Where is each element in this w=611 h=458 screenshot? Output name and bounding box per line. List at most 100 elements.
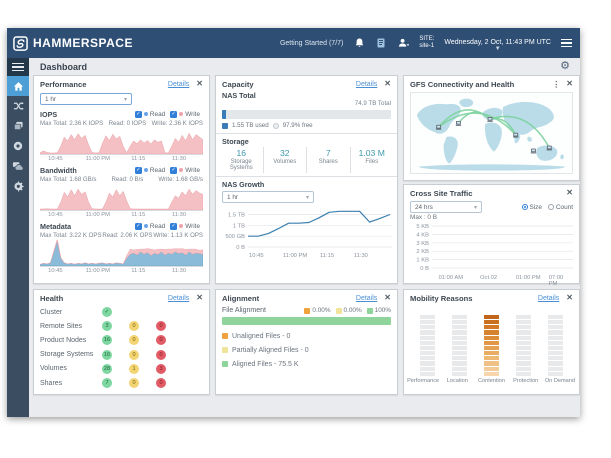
panel-title: Capacity (222, 79, 254, 89)
read-checkbox[interactable]: ✓ (134, 110, 142, 118)
svg-text:1 KB: 1 KB (416, 258, 429, 264)
close-icon[interactable]: ✕ (566, 293, 573, 302)
details-link[interactable]: Details (537, 294, 560, 302)
close-icon[interactable]: ✕ (566, 79, 573, 88)
site-marker-icon[interactable] (512, 132, 519, 138)
site-marker-icon[interactable] (435, 124, 442, 130)
svg-text:5 KB: 5 KB (416, 224, 429, 230)
health-row-label: Remote Sites (40, 322, 83, 330)
close-icon[interactable]: ✕ (566, 188, 573, 197)
disc-icon (13, 141, 23, 151)
user-menu-icon[interactable] (397, 37, 409, 49)
topbar-menu-icon[interactable] (561, 38, 572, 48)
mobility-segment (547, 314, 563, 319)
health-row-label: Cluster (40, 308, 63, 316)
mobility-category-label: On Demand (544, 378, 575, 384)
details-link[interactable]: Details (167, 80, 190, 88)
x-axis-tick: Oct 02 (480, 275, 498, 281)
mobility-category-label: Contention (477, 378, 506, 384)
close-icon[interactable]: ✕ (384, 293, 391, 302)
write-checkbox[interactable]: ✓ (170, 222, 178, 230)
site-value: site-1 (419, 43, 435, 49)
used-label: 1.55 TB used (232, 122, 269, 129)
world-map[interactable] (410, 92, 573, 174)
mobility-column-location[interactable] (452, 307, 468, 376)
mobility-segment (452, 335, 468, 340)
sidebar-toggle-icon[interactable] (7, 58, 29, 76)
mobility-segment (515, 319, 531, 325)
alignment-legend-chip: 0.00% (304, 307, 331, 314)
write-stat: Write: 1.13 K OPS (153, 232, 203, 239)
details-link[interactable]: Details (355, 80, 378, 88)
read-stat: Read: 2.06 K OPS (102, 232, 153, 239)
close-icon[interactable]: ✕ (196, 293, 203, 302)
chevron-down-icon: ▾ (305, 194, 309, 201)
notifications-bell-icon[interactable] (353, 37, 365, 49)
site-selector[interactable]: SITE: site-1 (419, 36, 434, 50)
close-icon[interactable]: ✕ (384, 79, 391, 88)
sidebar-item-storage[interactable] (7, 156, 29, 176)
mobility-segment (483, 356, 499, 361)
dashboard-settings-gear-icon[interactable]: ⚙ (560, 60, 570, 72)
x-axis-tick: 11:30 (172, 268, 187, 274)
mobility-column-contention[interactable] (483, 307, 499, 376)
lyellow-swatch (222, 347, 228, 353)
sidebar-item-data-flow[interactable] (7, 96, 29, 116)
details-link[interactable]: Details (355, 294, 378, 302)
mobility-category-label: Protection (513, 378, 539, 384)
metric-label: Bandwidth (40, 165, 77, 175)
site-marker-icon[interactable] (546, 145, 553, 151)
details-link[interactable]: Details (167, 294, 190, 302)
x-axis-tick: 11:00 PM (85, 212, 111, 218)
cross-site-mode-radios: Size Count (521, 204, 573, 211)
mobility-column-on-demand[interactable] (547, 307, 563, 376)
mobility-column-performance[interactable] (420, 307, 436, 376)
svg-text:4 KB: 4 KB (416, 232, 429, 238)
gfs-connectivity-panel: GFS Connectivity and Health ⋮ ✕ (403, 75, 580, 181)
nas-growth-range-select[interactable]: 1 hr ▾ (222, 191, 314, 203)
health-row: Remote Sites 3 0 0 (40, 319, 203, 333)
metric-legend: ✓ Read ✓ Write (134, 166, 203, 174)
mobility-segment (483, 319, 499, 325)
shuffle-icon (13, 102, 24, 110)
mobility-category-label: Location (446, 378, 468, 384)
brand: HAMMERSPACE (13, 35, 133, 51)
panel-title: Health (40, 293, 64, 303)
datetime-selector[interactable]: Wednesday, 2 Oct, 11:43 PM UTC ▼ (444, 39, 551, 52)
cross-site-range-select[interactable]: 24 hrs ▾ (410, 201, 482, 213)
size-radio[interactable]: Size (521, 204, 542, 211)
yellow-count-badge: 0 (129, 378, 139, 389)
write-dot (179, 224, 184, 228)
write-checkbox[interactable]: ✓ (170, 166, 178, 174)
mobility-column-protection[interactable] (515, 307, 531, 376)
x-axis-tick: 10:45 (48, 156, 63, 162)
sidebar-item-objectives[interactable] (7, 136, 29, 156)
site-marker-icon[interactable] (455, 120, 462, 126)
kebab-menu-icon[interactable]: ⋮ (552, 79, 561, 89)
mobility-segment (452, 366, 468, 371)
mobility-segment (547, 351, 563, 356)
tasks-clipboard-icon[interactable] (375, 37, 387, 49)
getting-started-link[interactable]: Getting Started (7/7) (279, 39, 344, 47)
sidebar-item-settings[interactable] (7, 176, 29, 196)
site-marker-icon[interactable] (487, 116, 493, 122)
mobility-segment (547, 319, 563, 325)
read-checkbox[interactable]: ✓ (134, 222, 142, 230)
count-radio[interactable]: Count (547, 204, 573, 211)
sidebar-item-shares[interactable] (7, 116, 29, 136)
svg-text:0 B: 0 B (236, 245, 245, 251)
sidebar-item-dashboard[interactable] (7, 76, 29, 96)
metric-header: IOPS ✓ Read ✓ Write (40, 109, 203, 119)
close-icon[interactable]: ✕ (196, 79, 203, 88)
mobility-segment (515, 361, 531, 366)
stat-value: 32 (279, 148, 290, 158)
write-checkbox[interactable]: ✓ (170, 110, 178, 118)
performance-range-select[interactable]: 1 hr ▾ (40, 93, 132, 105)
storage-stat: 7 Shares (306, 147, 350, 173)
mobility-segment (483, 345, 499, 351)
site-marker-icon[interactable] (530, 148, 537, 154)
home-icon (13, 81, 23, 91)
mobility-segment (547, 335, 563, 340)
max-stat: Max Total: 3.22 K OPS (40, 232, 102, 239)
read-checkbox[interactable]: ✓ (134, 166, 142, 174)
